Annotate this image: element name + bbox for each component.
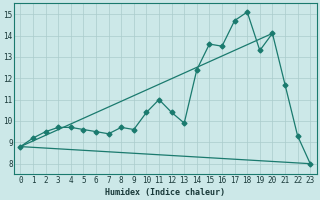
X-axis label: Humidex (Indice chaleur): Humidex (Indice chaleur) — [105, 188, 225, 197]
